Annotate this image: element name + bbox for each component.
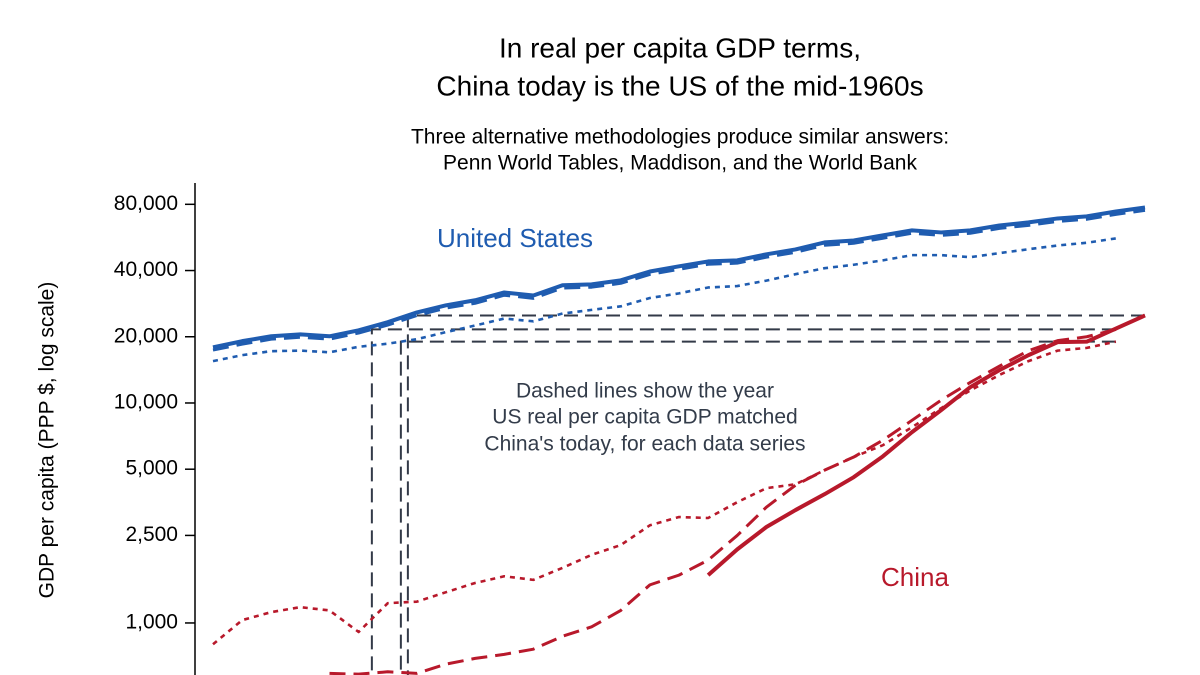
series-label: China <box>881 562 949 592</box>
line <box>212 208 1146 352</box>
reference-line <box>406 314 1145 675</box>
y-axis-label: GDP per capita (PPP $, log scale) <box>36 282 59 599</box>
chart-subtitle: Three alternative methodologies produce … <box>411 126 949 149</box>
chart-title: China today is the US of the mid-1960s <box>436 70 923 101</box>
y-tick-label: 5,000 <box>125 457 178 480</box>
line <box>212 340 1117 646</box>
line <box>329 327 1117 675</box>
line <box>212 205 1146 350</box>
y-tick-label: 10,000 <box>114 391 178 414</box>
line <box>706 313 1146 577</box>
annotation: US real per capita GDP matched <box>492 406 797 429</box>
y-tick-label: 80,000 <box>114 192 178 215</box>
chart-subtitle: Penn World Tables, Maddison, and the Wor… <box>443 152 917 175</box>
y-tick-label: 2,500 <box>125 523 178 546</box>
reference-line <box>399 340 1116 675</box>
annotation: Dashed lines show the year <box>516 380 774 403</box>
y-tick-label: 40,000 <box>114 258 178 281</box>
line <box>212 237 1117 363</box>
series-label: United States <box>437 223 593 253</box>
reference-line <box>370 328 1116 675</box>
chart-title: In real per capita GDP terms, <box>499 32 861 63</box>
annotation: China's today, for each data series <box>484 433 805 456</box>
y-tick-label: 20,000 <box>114 324 178 347</box>
y-tick-label: 1,000 <box>125 611 178 634</box>
